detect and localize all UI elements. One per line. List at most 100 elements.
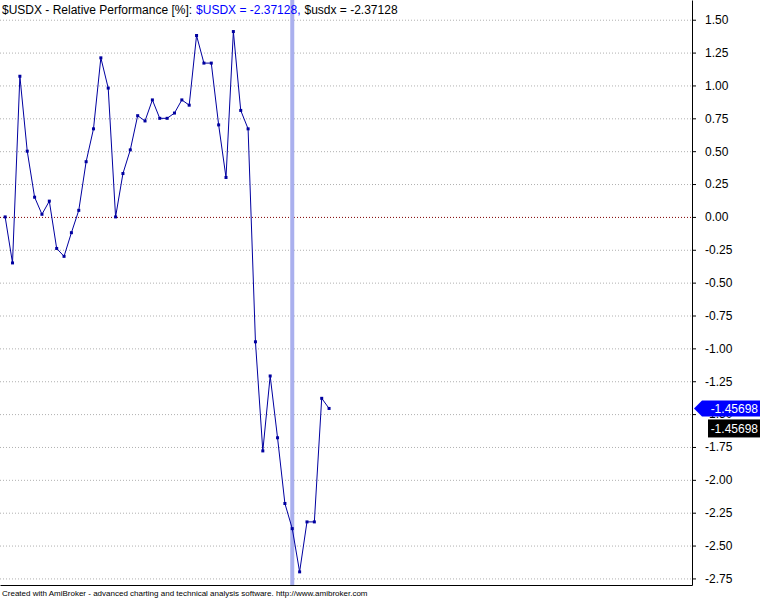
title-line: $USDX - Relative Performance [%]: $USDX =… bbox=[2, 3, 398, 17]
data-point bbox=[63, 255, 66, 258]
grid-line bbox=[0, 348, 692, 349]
y-tick-mark bbox=[692, 151, 696, 152]
title-value: $usdx = -2.37128 bbox=[304, 3, 397, 17]
y-tick-mark bbox=[692, 184, 696, 185]
data-point bbox=[269, 374, 272, 377]
data-point bbox=[195, 34, 198, 37]
y-tick-label: 0.50 bbox=[705, 145, 729, 159]
data-point bbox=[48, 200, 51, 203]
y-tick-label: 1.00 bbox=[705, 79, 729, 93]
y-tick-label: -1.00 bbox=[705, 342, 733, 356]
data-point bbox=[158, 117, 161, 120]
x-axis-line bbox=[1, 585, 693, 586]
y-tick: -0.50 bbox=[692, 276, 733, 290]
grid-line bbox=[0, 480, 692, 481]
data-point bbox=[121, 172, 124, 175]
data-point bbox=[298, 570, 301, 573]
data-point bbox=[276, 436, 279, 439]
y-tick-label: 1.25 bbox=[705, 46, 729, 60]
y-tick: -1.25 bbox=[692, 375, 733, 389]
value-tag: -1.45698 bbox=[694, 400, 760, 416]
grid-line bbox=[0, 184, 692, 185]
data-point bbox=[328, 407, 331, 410]
data-point bbox=[114, 215, 117, 218]
y-tick: 0.00 bbox=[692, 210, 729, 224]
y-tick: -1.00 bbox=[692, 342, 733, 356]
grid bbox=[0, 20, 692, 579]
data-point bbox=[85, 160, 88, 163]
y-tick-label: -0.75 bbox=[705, 309, 733, 323]
y-axis-line bbox=[692, 1, 693, 586]
data-point bbox=[261, 449, 264, 452]
y-tick-label: -0.50 bbox=[705, 276, 733, 290]
data-point bbox=[202, 62, 205, 65]
y-tick-label: 0.25 bbox=[705, 177, 729, 191]
title: $USDX - Relative Performance [%]: bbox=[2, 3, 192, 17]
data-point bbox=[26, 150, 29, 153]
grid-line bbox=[0, 20, 692, 21]
y-tick-label: -0.25 bbox=[705, 243, 733, 257]
data-point bbox=[173, 112, 176, 115]
grid-line bbox=[0, 381, 692, 382]
y-tick: -2.00 bbox=[692, 473, 733, 487]
y-tick-mark bbox=[692, 414, 696, 415]
data-point bbox=[232, 30, 235, 33]
data-point bbox=[320, 397, 323, 400]
data-point bbox=[40, 213, 43, 216]
y-tick-mark bbox=[692, 513, 696, 514]
plot-area bbox=[4, 0, 331, 585]
series-line bbox=[5, 32, 329, 572]
chart: 1.50 1.25 1.00 0.75 0.50 0.25 0.00 -0.25 -0.50 -0… bbox=[0, 0, 760, 599]
grid-line bbox=[0, 85, 692, 86]
y-tick: 1.50 bbox=[692, 13, 729, 27]
grid-line bbox=[0, 447, 692, 448]
data-point bbox=[55, 247, 58, 250]
data-point bbox=[144, 119, 147, 122]
data-point bbox=[92, 127, 95, 130]
y-tick: 0.50 bbox=[692, 145, 729, 159]
y-tick: -2.50 bbox=[692, 539, 733, 553]
y-tick: 1.25 bbox=[692, 46, 729, 60]
y-tick: -2.25 bbox=[692, 506, 733, 520]
y-tick: -2.75 bbox=[692, 572, 733, 586]
y-tick: 1.00 bbox=[692, 79, 729, 93]
y-tick-label: -2.25 bbox=[705, 506, 733, 520]
y-tick-label: -2.50 bbox=[705, 539, 733, 553]
y-tick-mark bbox=[692, 118, 696, 119]
data-point bbox=[247, 127, 250, 130]
value-tag: -1.45698 bbox=[708, 419, 760, 437]
tag-box bbox=[708, 419, 760, 437]
cursor-line bbox=[290, 0, 294, 585]
grid-line bbox=[0, 53, 692, 54]
grid-line bbox=[0, 283, 692, 284]
y-tick-label: -1.75 bbox=[705, 440, 733, 454]
y-tick-label: 0.75 bbox=[705, 112, 729, 126]
y-tick-mark bbox=[692, 447, 696, 448]
y-tick-mark bbox=[692, 480, 696, 481]
data-point bbox=[313, 520, 316, 523]
y-tick-label: 0.00 bbox=[705, 210, 729, 224]
data-point bbox=[305, 520, 308, 523]
title-value: $USDX = -2.37128, bbox=[196, 3, 300, 17]
data-point bbox=[77, 209, 80, 212]
data-point bbox=[180, 98, 183, 101]
y-tick: 0.25 bbox=[692, 177, 729, 191]
data-point bbox=[217, 123, 220, 126]
data-point bbox=[11, 261, 14, 264]
data-point bbox=[129, 148, 132, 151]
data-point bbox=[136, 114, 139, 117]
grid-line bbox=[0, 151, 692, 152]
data-point bbox=[291, 527, 294, 530]
y-tick-mark bbox=[692, 283, 696, 284]
y-tick: -0.75 bbox=[692, 309, 733, 323]
y-tick: -1.75 bbox=[692, 440, 733, 454]
tag-label: -1.45698 bbox=[711, 422, 759, 436]
grid-line bbox=[0, 414, 692, 415]
data-point bbox=[225, 176, 228, 179]
y-axis: 1.50 1.25 1.00 0.75 0.50 0.25 0.00 -0.25 -0.50 -0… bbox=[692, 1, 733, 586]
y-tick-mark bbox=[692, 85, 696, 86]
grid-line bbox=[0, 546, 692, 547]
y-tick-mark bbox=[692, 546, 696, 547]
y-tick-mark bbox=[692, 20, 696, 21]
y-tick: 0.75 bbox=[692, 112, 729, 126]
